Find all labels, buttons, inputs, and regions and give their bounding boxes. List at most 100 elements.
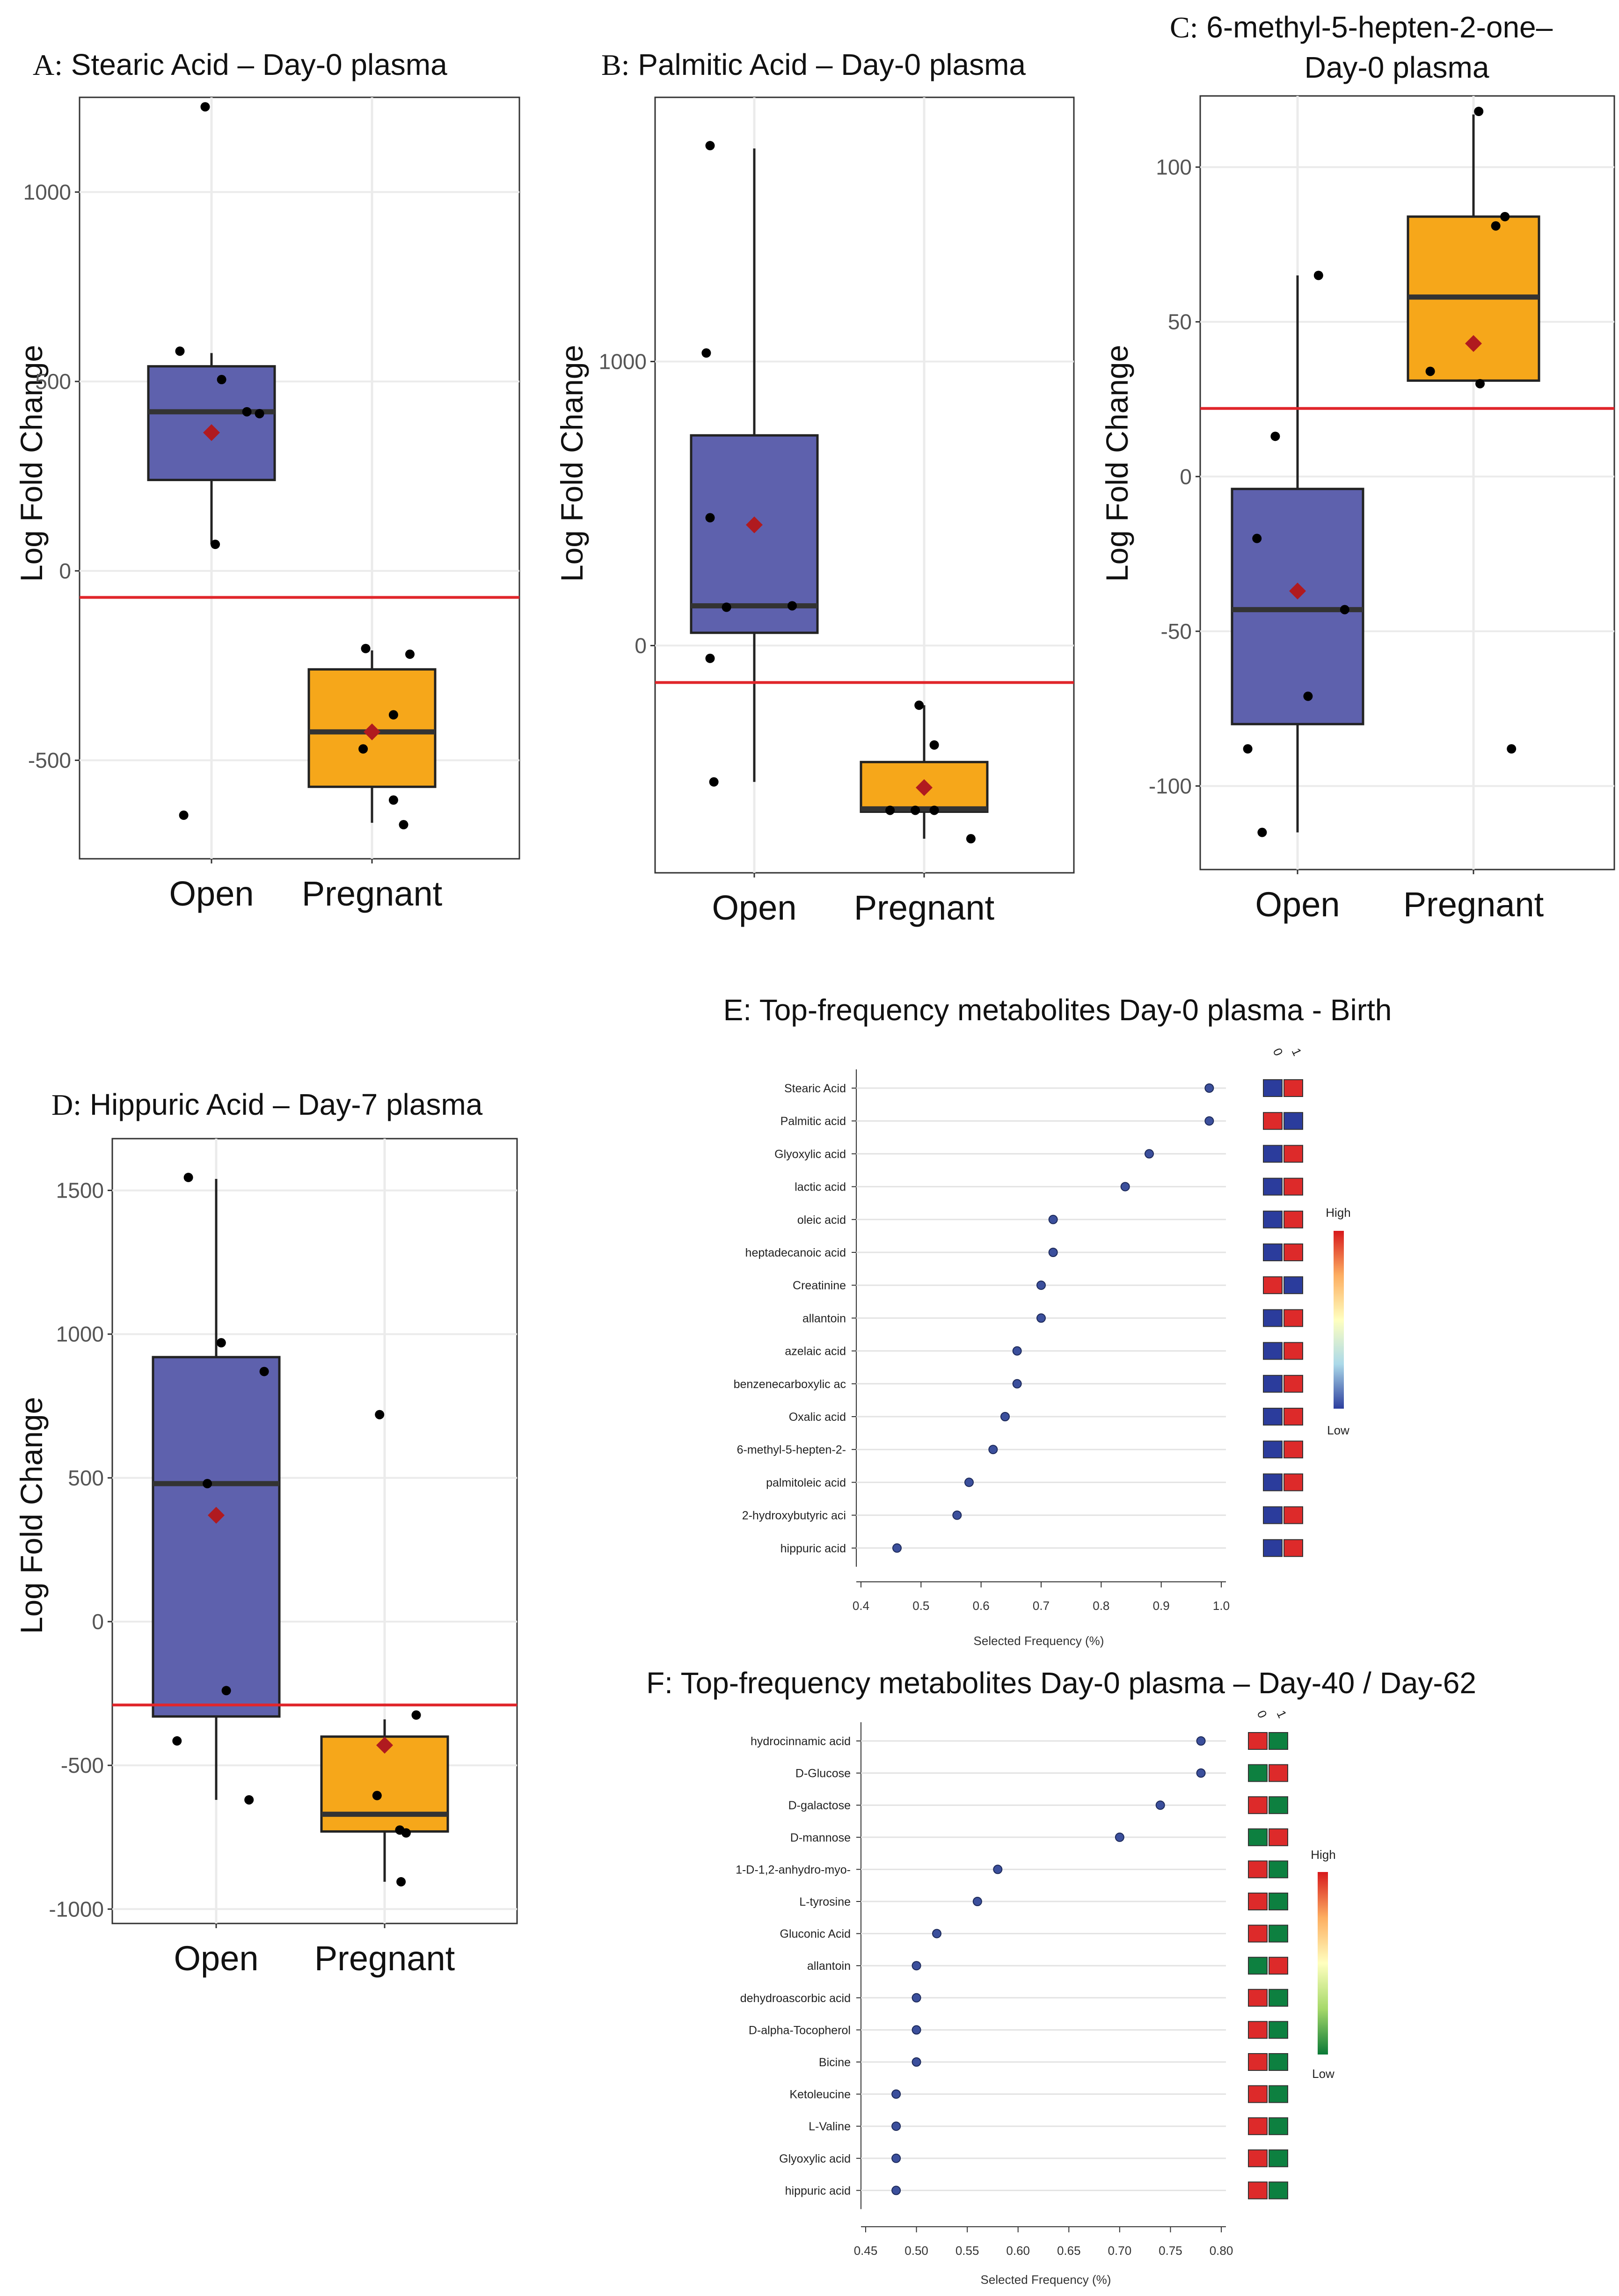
data-point [242,407,252,417]
metabolite-label: 2-hydroxybutyric aci [742,1509,846,1522]
mean-marker [208,1506,225,1524]
data-point [1243,744,1253,754]
mean-marker [746,516,763,534]
metabolite-label: Glyoxylic acid [779,2152,851,2165]
panel-e-legend-low: Low [1327,1423,1349,1437]
panel-c-title-letter: C: [1170,11,1198,44]
heatmap-cell [1284,1112,1303,1130]
data-point [259,1367,269,1376]
heatmap-cell [1284,1342,1303,1360]
heatmap-cell [1263,1506,1283,1524]
metabolite-label: Gluconic Acid [780,1928,851,1941]
data-point [705,513,715,523]
heatmap-cell [1269,1764,1288,1782]
metabolite-label: D-galactose [788,1799,851,1812]
heatmap-cell [1263,1440,1283,1459]
frequency-dot [912,1993,921,2003]
mean-marker [203,424,220,441]
heatmap-cell [1269,1957,1288,1975]
y-tick-label: 0 [1180,464,1192,489]
data-point [1507,744,1517,754]
x-category-label: Pregnant [1403,885,1544,924]
panel-d-title: D: Hippuric Acid – Day-7 plasma [51,1088,483,1121]
frequency-dot [1000,1412,1010,1421]
metabolite-label: hippuric acid [785,2184,851,2197]
box-open [690,434,819,634]
heatmap-cell [1248,1828,1268,1846]
data-point [1475,379,1485,388]
heatmap-cell [1263,1375,1283,1393]
data-point [1340,605,1349,614]
data-point [1313,271,1323,280]
x-category-label: Pregnant [302,874,443,913]
panel-f-legend-low: Low [1312,2067,1335,2081]
data-point [1474,107,1484,117]
data-point [929,805,939,815]
data-point [388,710,398,720]
heatmap-cell [1248,2181,1268,2200]
heatmap-cell [1248,1732,1268,1750]
mean-marker [1465,335,1482,352]
frequency-dot [892,1543,902,1553]
metabolite-label: Glyoxylic acid [774,1148,846,1161]
y-tick-label: 500 [68,1466,104,1490]
frequency-dot [932,1929,941,1938]
heatmap-cell [1269,2053,1288,2071]
frequency-dot [1145,1149,1154,1159]
heatmap-cell [1269,2021,1288,2039]
y-tick-label: 0 [59,559,71,583]
heatmap-cell [1263,1145,1283,1163]
frequency-dot [964,1477,974,1487]
x-category-label: Pregnant [314,1939,455,1978]
heatmap-cell [1269,1828,1288,1846]
panel-b-title: B: Palmitic Acid – Day-0 plasma [601,48,1026,81]
data-point [709,777,719,787]
heatmap-cell [1248,2149,1268,2167]
x-tick-label: 1.0 [1213,1599,1230,1613]
heatmap-cell [1263,1210,1283,1228]
heatmap-cell [1248,2117,1268,2135]
frequency-dot [1204,1116,1214,1126]
heatmap-cell [1284,1079,1303,1097]
heatmap-cell [1248,1989,1268,2007]
heatmap-cell [1284,1145,1303,1163]
heatmap-cell [1248,1796,1268,1814]
frequency-dot [1204,1083,1214,1093]
data-point [244,1795,254,1805]
heatmap-cell [1269,1732,1288,1750]
frequency-dot [1196,1768,1206,1778]
panel-d-title-text: Hippuric Acid – Day-7 plasma [81,1088,483,1121]
heatmap-cell [1263,1079,1283,1097]
mean-marker [376,1737,393,1754]
panel-c-plot: -100 -50 0 50 100 Open Pregnant [1149,95,1615,924]
metabolite-label: oleic acid [797,1214,846,1227]
y-tick-label: 500 [35,369,71,394]
metabolite-label: D-alpha-Tocopherol [749,2024,851,2037]
metabolite-label: allantoin [802,1312,846,1325]
x-category-label: Open [1255,885,1340,924]
metabolite-label: palmitoleic acid [766,1476,846,1489]
panel-d-title-letter: D: [51,1088,81,1121]
heatmap-cell [1263,1309,1283,1327]
data-point [1425,366,1435,376]
heatmap-cell [1248,2085,1268,2103]
heatmap-cell [1284,1276,1303,1294]
panel-a-title-text: Stearic Acid – Day-0 plasma [63,48,447,81]
data-point [929,740,939,750]
data-point [705,653,715,663]
heatmap-cell [1248,1860,1268,1879]
frequency-dot [972,1897,982,1906]
data-point [911,805,920,815]
x-category-label: Pregnant [854,888,995,927]
data-point [175,346,185,356]
panel-c-title-line2: Day-0 plasma [1305,51,1489,84]
panel-e-color-legend-bar [1334,1231,1344,1409]
x-tick-label: 0.55 [955,2244,979,2258]
data-point [172,1736,182,1746]
heatmap-cell [1263,1408,1283,1426]
heatmap-cell [1263,1276,1283,1294]
mean-marker [1289,582,1306,600]
data-point [1257,827,1267,837]
panel-a-title-letter: A: [33,48,63,81]
y-tick-label: 100 [1156,155,1192,179]
